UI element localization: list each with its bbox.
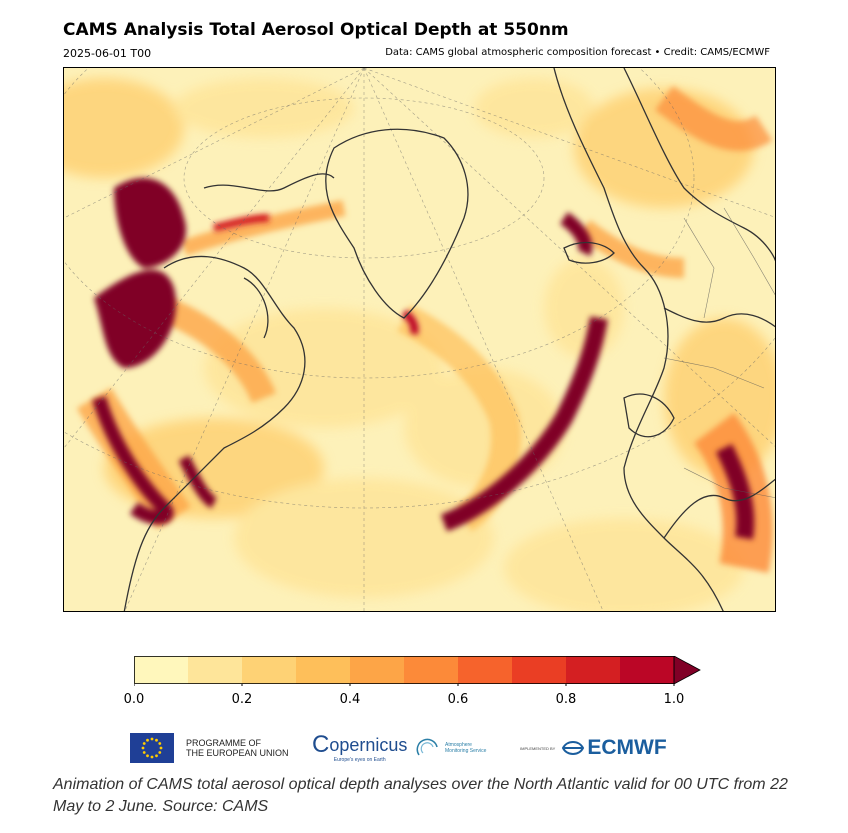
colorbar-graphic: [133, 655, 701, 686]
colorbar-bin: [350, 656, 405, 684]
colorbar-tick-label: 1.0: [663, 692, 685, 707]
colorbar-bin: [566, 656, 621, 684]
graticule: [64, 68, 775, 611]
ecmwf-word: ECMWF: [587, 736, 667, 759]
map-graphic: [64, 68, 775, 611]
colorbar-tick-label: 0.4: [339, 692, 361, 707]
colorbar-bin: [188, 656, 243, 684]
copernicus-word: opernicus: [329, 734, 408, 755]
cams-text: Atmosphere Monitoring Service: [445, 742, 487, 754]
colorbar-tick-label: 0.8: [555, 692, 577, 707]
colorbar-tick-label: 0.0: [123, 692, 145, 707]
colorbar-bin: [242, 656, 297, 684]
colorbar-extend-arrow: [673, 655, 701, 685]
caption: Animation of CAMS total aerosol optical …: [53, 776, 788, 815]
colorbar-bin: [620, 656, 675, 684]
eu-programme-text: PROGRAMME OF THE EUROPEAN UNION: [186, 738, 289, 758]
colorbar-bin: [296, 656, 351, 684]
colorbar-bin: [404, 656, 459, 684]
coastlines: [123, 68, 775, 611]
logo-row: PROGRAMME OF THE EUROPEAN UNION C operni…: [130, 730, 690, 766]
aerosol-map: [63, 67, 776, 612]
ecmwf-logo: IMPLEMENTED BY ECMWF: [520, 730, 667, 766]
valid-time-label: 2025-06-01 T00: [63, 47, 152, 60]
colorbar-tick-label: 0.6: [447, 692, 469, 707]
colorbar-frame: [134, 656, 675, 684]
colorbar-bin: [134, 656, 189, 684]
ecmwf-icon: [562, 741, 585, 755]
aerosol-high-plumes: [92, 178, 755, 540]
eu-logo: PROGRAMME OF THE EUROPEAN UNION: [130, 730, 289, 766]
cams-logo: Atmosphere Monitoring Service: [415, 730, 486, 766]
cams-swirl-icon: [416, 738, 438, 756]
colorbar-tick-label: 0.2: [231, 692, 253, 707]
colorbar-bin: [458, 656, 513, 684]
chart-title: CAMS Analysis Total Aerosol Optical Dept…: [63, 20, 569, 40]
colorbar-bin: [512, 656, 567, 684]
copernicus-subtitle: Europe's eyes on Earth: [333, 757, 386, 763]
eu-flag-icon: [130, 733, 174, 763]
borders: [663, 207, 775, 498]
copernicus-logo: C opernicus Europe's eyes on Earth: [312, 730, 407, 766]
credit-label: Data: CAMS global atmospheric compositio…: [385, 47, 770, 58]
colorbar: [133, 655, 704, 690]
ecmwf-implemented-by: IMPLEMENTED BY: [520, 745, 556, 751]
copernicus-c-icon: C: [312, 731, 330, 758]
